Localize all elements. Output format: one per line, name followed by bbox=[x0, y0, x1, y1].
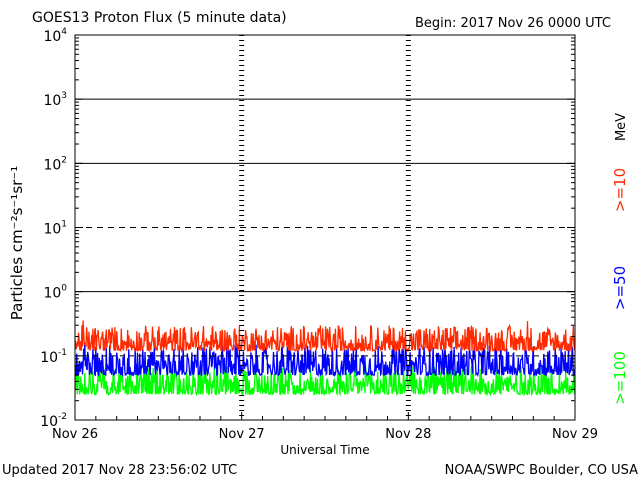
x-axis-label: Universal Time bbox=[280, 443, 369, 457]
y-tick-exponent: -2 bbox=[58, 412, 67, 422]
x-tick-label: Nov 27 bbox=[219, 427, 265, 442]
data-layer bbox=[74, 320, 576, 397]
y-tick-label: 103 bbox=[43, 91, 67, 109]
x-tick-label: Nov 26 bbox=[52, 427, 98, 442]
y-tick-base: 10 bbox=[43, 29, 61, 45]
legend-ge100: >=100 bbox=[611, 351, 629, 405]
y-tick-base: 10 bbox=[43, 93, 61, 109]
y-tick-label: 102 bbox=[43, 155, 67, 173]
series-line-ge10 bbox=[74, 320, 576, 354]
legend-ge50: >=50 bbox=[611, 266, 629, 310]
y-tick-exponent: 4 bbox=[61, 27, 67, 37]
legend-ge10: >=10 bbox=[611, 168, 629, 212]
x-tick-label: Nov 28 bbox=[385, 427, 431, 442]
begin-time-label: Begin: 2017 Nov 26 0000 UTC bbox=[415, 16, 611, 31]
y-tick-base: 10 bbox=[43, 157, 61, 173]
y-tick-label: 10-1 bbox=[40, 348, 67, 366]
y-tick-label: 104 bbox=[43, 27, 67, 45]
day-separators bbox=[239, 35, 411, 420]
x-tick-labels: Nov 26 Nov 27 Nov 28 Nov 29 bbox=[52, 427, 598, 442]
y-tick-exponent: 1 bbox=[61, 220, 67, 230]
y-tick-base: 10 bbox=[40, 414, 58, 430]
y-tick-exponent: 2 bbox=[61, 155, 67, 165]
chart-title: GOES13 Proton Flux (5 minute data) bbox=[32, 10, 287, 26]
y-tick-exponent: 0 bbox=[61, 284, 67, 294]
series-line-ge100 bbox=[74, 365, 576, 397]
y-tick-exponent: -1 bbox=[58, 348, 67, 358]
y-tick-label: 100 bbox=[43, 284, 67, 302]
x-tick-label: Nov 29 bbox=[552, 427, 598, 442]
updated-timestamp: Updated 2017 Nov 28 23:56:02 UTC bbox=[2, 463, 237, 478]
unit-label-mev: MeV bbox=[614, 113, 629, 141]
y-tick-base: 10 bbox=[43, 286, 61, 302]
credit-label: NOAA/SWPC Boulder, CO USA bbox=[445, 463, 638, 478]
y-tick-exponent: 3 bbox=[61, 91, 67, 101]
series-line-ge50 bbox=[74, 343, 576, 378]
reference-lines bbox=[75, 98, 575, 357]
axis-ticks bbox=[74, 34, 576, 421]
y-tick-base: 10 bbox=[40, 350, 58, 366]
y-axis-label: Particles cm⁻²s⁻¹sr⁻¹ bbox=[8, 166, 26, 320]
y-tick-base: 10 bbox=[43, 222, 61, 238]
y-tick-label: 101 bbox=[43, 220, 67, 238]
y-tick-label: 10-2 bbox=[40, 412, 67, 430]
